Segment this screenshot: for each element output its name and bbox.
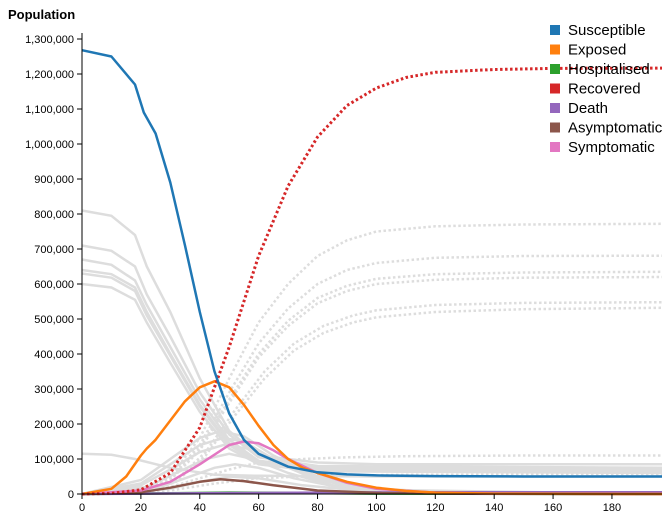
x-tick-label: 0 <box>79 502 85 514</box>
background-line <box>81 300 663 496</box>
legend-label-death: Death <box>568 100 608 117</box>
x-tick-label: 160 <box>544 502 562 514</box>
y-tick-label: 600,000 <box>34 279 74 291</box>
series-line-susceptible <box>81 48 662 478</box>
series-line-recovered <box>81 66 663 496</box>
background-line <box>81 275 663 496</box>
legend-label-susceptible: Susceptible <box>568 22 646 39</box>
background-line <box>81 463 663 496</box>
legend-label-hospitalised: Hospitalised <box>568 61 650 78</box>
x-tick-label: 20 <box>135 502 147 514</box>
legend-swatch-symptomatic <box>550 142 560 152</box>
background-line <box>81 209 662 466</box>
y-tick-label: 1,300,000 <box>25 34 74 46</box>
y-tick-label: 500,000 <box>34 314 74 326</box>
axes-group: 0 100,000 200,000 300,000 400,000 500,000 600,… <box>25 33 662 514</box>
y-tick-label: 1,200,000 <box>25 69 74 81</box>
background-line <box>81 258 663 471</box>
y-tick-label: 700,000 <box>34 244 74 256</box>
background-lines-group <box>81 209 663 496</box>
y-tick-label: 300,000 <box>34 384 74 396</box>
y-tick-label: 400,000 <box>34 349 74 361</box>
series-line-asymptomatic <box>81 478 663 496</box>
x-tick-label: 140 <box>485 502 503 514</box>
background-line <box>81 454 662 496</box>
legend-swatch-hospitalised <box>550 64 560 74</box>
background-line <box>81 443 663 496</box>
y-tick-label: 1,000,000 <box>25 139 74 151</box>
legend-swatch-susceptible <box>550 25 560 35</box>
x-tick-label: 180 <box>603 502 621 514</box>
legend-label-recovered: Recovered <box>568 81 641 98</box>
x-tick-label: 80 <box>311 502 323 514</box>
background-line <box>81 268 663 473</box>
y-tick-label: 100,000 <box>34 454 74 466</box>
y-axis-title: Population <box>8 7 75 22</box>
y-tick-label: 900,000 <box>34 174 74 186</box>
x-tick-label: 40 <box>194 502 206 514</box>
y-tick-label: 200,000 <box>34 419 74 431</box>
legend: Susceptible Exposed Hospitalised Recovered D… <box>550 22 663 156</box>
y-tick-label: 1,100,000 <box>25 104 74 116</box>
x-tick-label: 100 <box>367 502 385 514</box>
legend-label-exposed: Exposed <box>568 42 626 59</box>
y-tick-label: 800,000 <box>34 209 74 221</box>
x-tick-label: 120 <box>426 502 444 514</box>
legend-label-symptomatic: Symptomatic <box>568 139 655 156</box>
legend-label-asymptomatic: Asymptomatic <box>568 120 663 137</box>
background-line <box>81 254 663 496</box>
series-line-exposed <box>81 380 663 496</box>
legend-swatch-recovered <box>550 83 560 94</box>
legend-swatch-asymptomatic <box>550 122 560 133</box>
y-tick-label: 0 <box>68 489 74 501</box>
legend-swatch-death <box>550 103 560 113</box>
legend-swatch-exposed <box>550 44 560 55</box>
x-tick-label: 60 <box>253 502 265 514</box>
background-line <box>81 244 663 470</box>
background-line <box>81 306 663 496</box>
